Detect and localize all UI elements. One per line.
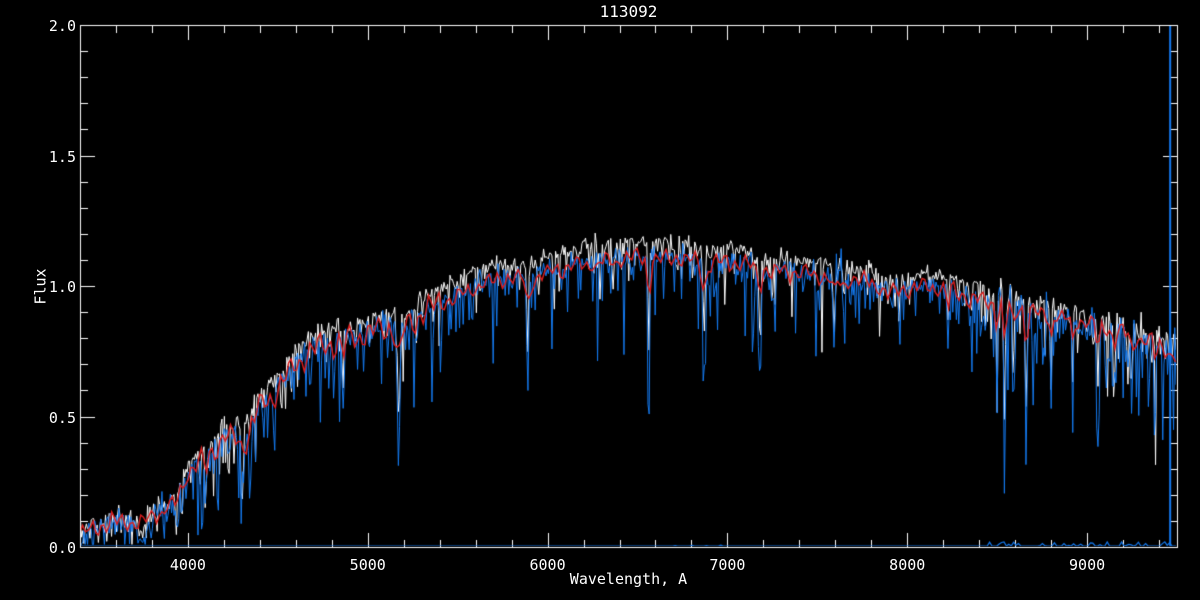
- x-tick-label: 7000: [709, 556, 746, 574]
- x-tick-label: 9000: [1069, 556, 1106, 574]
- y-tick-label: 1.0: [48, 278, 76, 296]
- x-tick-label: 5000: [349, 556, 386, 574]
- y-tick-label: 0.5: [48, 408, 76, 427]
- x-tick-label: 8000: [889, 556, 926, 574]
- x-axis-label: Wavelength, A: [569, 570, 688, 588]
- y-tick-label: 0.0: [48, 539, 76, 557]
- x-tick-label: 6000: [529, 556, 566, 574]
- x-tick-label: 4000: [169, 556, 206, 574]
- plot-title: 113092: [599, 2, 658, 21]
- y-tick-label: 2.0: [48, 17, 76, 35]
- y-tick-label: 1.5: [48, 147, 76, 166]
